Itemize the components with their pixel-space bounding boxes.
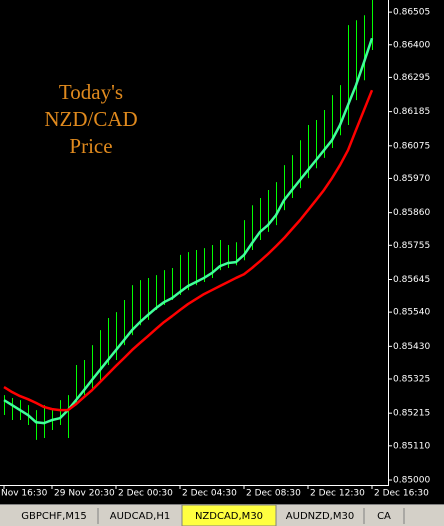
y-tick-label: 0.85860 bbox=[393, 208, 430, 218]
chart-background bbox=[0, 0, 444, 504]
tab[interactable]: AUDCAD,H1 bbox=[110, 511, 170, 522]
y-tick-label: 0.86185 bbox=[393, 107, 430, 117]
x-tick-label: Nov 16:30 bbox=[1, 489, 48, 499]
y-tick-label: 0.85000 bbox=[393, 476, 430, 486]
x-tick-label: 2 Dec 04:30 bbox=[182, 489, 237, 499]
x-tick-label: 2 Dec 08:30 bbox=[246, 489, 301, 499]
x-tick-label: 2 Dec 16:30 bbox=[374, 489, 429, 499]
x-tick-label: 2 Dec 00:30 bbox=[118, 489, 173, 499]
y-tick-label: 0.85755 bbox=[393, 241, 430, 251]
y-tick-label: 0.85110 bbox=[393, 441, 430, 451]
y-tick-label: 0.85970 bbox=[393, 174, 430, 184]
y-tick-label: 0.85215 bbox=[393, 409, 430, 419]
tab-active[interactable] bbox=[181, 504, 277, 526]
y-tick-label: 0.86400 bbox=[393, 40, 430, 50]
tab[interactable]: NZDCAD,M30 bbox=[195, 511, 263, 522]
moving-average bbox=[3, 89, 374, 412]
annotation: Price bbox=[69, 134, 112, 158]
tab[interactable]: GBPCHF,M15 bbox=[21, 511, 86, 522]
moving-average bbox=[3, 37, 374, 425]
x-tick-label: 2 Dec 12:30 bbox=[310, 489, 365, 499]
y-tick-label: 0.86505 bbox=[393, 8, 430, 18]
y-tick-label: 0.85325 bbox=[393, 374, 430, 384]
y-tick-label: 0.85540 bbox=[393, 308, 430, 318]
y-tick-label: 0.86295 bbox=[393, 73, 430, 83]
annotation: NZD/CAD bbox=[44, 107, 137, 131]
y-tick-label: 0.85645 bbox=[393, 275, 430, 285]
tab[interactable]: CA bbox=[377, 511, 391, 522]
y-tick-label: 0.86075 bbox=[393, 141, 430, 151]
y-tick-label: 0.85430 bbox=[393, 342, 430, 352]
annotation: Today's bbox=[59, 80, 123, 104]
x-tick-label: 29 Nov 20:30 bbox=[54, 489, 115, 499]
tab[interactable]: AUDNZD,M30 bbox=[286, 511, 354, 522]
